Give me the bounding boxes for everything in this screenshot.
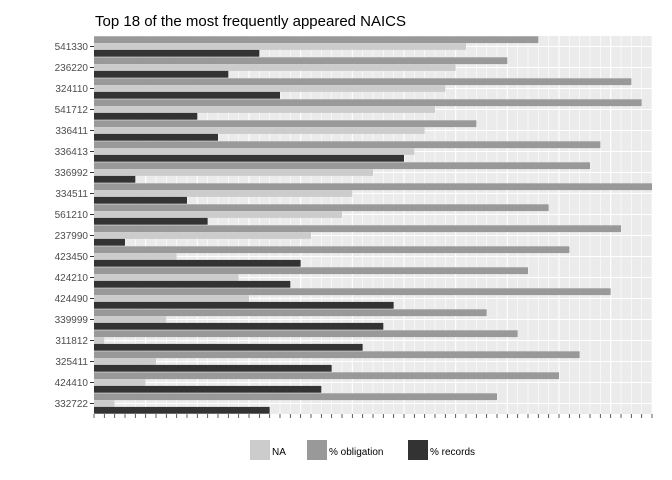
y-tick-label: 423450 xyxy=(55,252,89,263)
bar-obligation-311812 xyxy=(94,330,518,338)
bar-na-311812 xyxy=(94,337,105,344)
bar-obligation-236220 xyxy=(94,57,508,65)
bar-records-336413 xyxy=(94,154,404,162)
bar-na-336411 xyxy=(94,127,425,134)
bar-obligation-336413 xyxy=(94,141,601,149)
bar-na-324110 xyxy=(94,85,446,92)
bar-records-339999 xyxy=(94,322,384,330)
y-tick-label: 424210 xyxy=(55,273,89,284)
bar-obligation-334511 xyxy=(94,183,652,191)
bar-records-311812 xyxy=(94,343,363,351)
bar-records-561210 xyxy=(94,217,208,225)
y-tick-label: 541330 xyxy=(55,42,89,53)
bar-obligation-561210 xyxy=(94,204,549,212)
bar-records-424490 xyxy=(94,301,394,309)
bar-obligation-424410 xyxy=(94,372,559,380)
bar-records-424210 xyxy=(94,280,291,288)
bar-obligation-339999 xyxy=(94,309,487,317)
bar-records-541712 xyxy=(94,112,198,120)
bar-na-325411 xyxy=(94,358,156,365)
y-tick-label: 332722 xyxy=(55,399,89,410)
y-tick-label: 236220 xyxy=(55,63,89,74)
bar-records-336411 xyxy=(94,133,218,141)
bar-records-334511 xyxy=(94,196,187,204)
bar-na-424210 xyxy=(94,274,239,281)
y-tick-label: 541712 xyxy=(55,105,89,116)
bar-obligation-336992 xyxy=(94,162,590,170)
legend-label-2: % records xyxy=(430,447,475,458)
bar-na-424490 xyxy=(94,295,249,302)
bar-records-541330 xyxy=(94,49,260,57)
legend-label-1: % obligation xyxy=(329,447,383,458)
bar-na-336413 xyxy=(94,148,415,155)
bar-records-423450 xyxy=(94,259,301,267)
y-tick-labels: 541330 236220 324110 541712 336411 336413 3369… xyxy=(55,42,94,410)
y-tick-label: 336413 xyxy=(55,147,89,158)
bar-records-336992 xyxy=(94,175,136,183)
bar-obligation-541712 xyxy=(94,99,642,107)
bar-obligation-332722 xyxy=(94,393,497,401)
bar-obligation-325411 xyxy=(94,351,580,359)
bar-na-541330 xyxy=(94,43,466,50)
bar-obligation-541330 xyxy=(94,36,539,44)
bar-obligation-423450 xyxy=(94,246,570,254)
legend-label-0: NA xyxy=(272,447,286,458)
bar-records-236220 xyxy=(94,70,229,78)
bar-obligation-237990 xyxy=(94,225,621,233)
bars xyxy=(94,36,652,414)
bar-na-541712 xyxy=(94,106,435,113)
bar-na-237990 xyxy=(94,232,311,239)
bar-na-423450 xyxy=(94,253,177,260)
bar-records-325411 xyxy=(94,364,332,372)
bar-obligation-424490 xyxy=(94,288,611,296)
y-tick-label: 339999 xyxy=(55,315,89,326)
bar-records-324110 xyxy=(94,91,280,99)
bar-na-332722 xyxy=(94,400,115,407)
bar-records-332722 xyxy=(94,406,270,414)
legend-key-0 xyxy=(250,440,270,460)
y-tick-label: 324110 xyxy=(55,84,88,95)
y-tick-label: 336992 xyxy=(55,168,89,179)
bar-na-336992 xyxy=(94,169,373,176)
y-tick-label: 325411 xyxy=(55,357,88,368)
bar-obligation-324110 xyxy=(94,78,632,86)
bar-obligation-336411 xyxy=(94,120,477,128)
legend-key-2 xyxy=(408,440,428,460)
bar-na-561210 xyxy=(94,211,342,218)
bar-na-424410 xyxy=(94,379,146,386)
y-tick-label: 334511 xyxy=(55,189,88,200)
bar-records-237990 xyxy=(94,238,125,246)
y-tick-label: 237990 xyxy=(55,231,89,242)
x-ticks xyxy=(93,414,653,418)
chart-title: Top 18 of the most frequently appeared N… xyxy=(95,13,406,30)
bar-obligation-424210 xyxy=(94,267,528,275)
y-tick-label: 311812 xyxy=(55,336,88,347)
legend: NA % obligation % records xyxy=(250,440,475,460)
bar-na-236220 xyxy=(94,64,456,71)
y-tick-label: 561210 xyxy=(55,210,89,221)
y-tick-label: 336411 xyxy=(55,126,88,137)
y-tick-label: 424490 xyxy=(55,294,89,305)
bar-na-339999 xyxy=(94,316,167,323)
bar-records-424410 xyxy=(94,385,322,393)
y-tick-label: 424410 xyxy=(55,378,89,389)
bar-na-334511 xyxy=(94,190,353,197)
legend-key-1 xyxy=(307,440,327,460)
